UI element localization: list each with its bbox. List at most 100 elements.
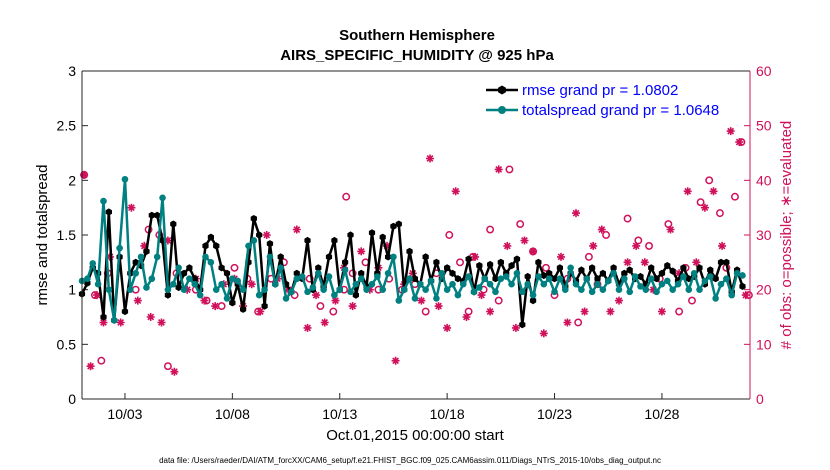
- totalspread-point: [325, 273, 333, 280]
- obs-possible-point: [456, 258, 464, 267]
- obs-possible-point: [705, 176, 714, 185]
- totalspread-point: [664, 277, 671, 285]
- rmse-point: [465, 255, 472, 263]
- totalspread-point: [717, 280, 725, 288]
- obs-evaluated-point: [292, 225, 301, 234]
- obs-evaluated-point: [580, 307, 589, 316]
- rmse-point: [648, 264, 655, 272]
- legend-box: [480, 78, 748, 124]
- totalspread-point: [739, 272, 746, 279]
- totalspread-point: [384, 269, 392, 277]
- obs-evaluated-point: [477, 291, 486, 300]
- obs-evaluated-point: [443, 323, 452, 332]
- rmse-point: [148, 211, 155, 219]
- obs-possible-point: [584, 252, 593, 261]
- obs-evaluated-point: [284, 285, 293, 294]
- totalspread-point: [105, 286, 113, 293]
- totalspread-point: [524, 280, 531, 288]
- totalspread-point: [427, 277, 435, 285]
- rmse-point: [411, 275, 418, 283]
- rmse-point: [578, 266, 585, 274]
- obs-possible-point: [715, 209, 724, 218]
- obs-possible-point: [696, 198, 705, 207]
- rmse-point: [669, 267, 676, 275]
- obs-possible-point: [342, 192, 351, 201]
- totalspread-point: [433, 295, 440, 302]
- totalspread-point: [497, 275, 505, 283]
- totalspread-point: [261, 286, 268, 293]
- totalspread-point: [588, 288, 596, 296]
- obs-evaluated-point: [247, 280, 256, 289]
- rmse-point: [476, 262, 483, 270]
- rmse-point: [546, 269, 553, 277]
- rmse-point: [685, 275, 692, 283]
- obs-evaluated-point: [262, 231, 271, 239]
- totalspread-point: [288, 288, 295, 296]
- totalspread-point: [255, 291, 263, 299]
- x-tick-label: 10/28: [644, 406, 679, 422]
- obs-evaluated-point: [312, 291, 321, 300]
- rmse-point: [535, 258, 542, 266]
- totalspread-point: [229, 275, 236, 283]
- y-axis-label: rmse and totalspread: [34, 165, 51, 306]
- totalspread-point: [357, 275, 365, 283]
- obs-evaluated-point: [511, 323, 520, 332]
- obs-evaluated-point: [623, 258, 632, 267]
- rmse-point: [712, 275, 719, 283]
- totalspread-point: [712, 295, 719, 302]
- obs-evaluated-point: [683, 187, 692, 196]
- rmse-point: [379, 233, 386, 241]
- rmse-point: [551, 275, 558, 283]
- totalspread-point: [406, 275, 413, 283]
- obs-evaluated-point: [357, 247, 366, 256]
- totalspread-point: [352, 280, 360, 288]
- obs-evaluated-point: [675, 269, 684, 278]
- y2-tick-label: 40: [756, 172, 772, 188]
- rmse-point: [331, 236, 338, 245]
- rmse-point: [186, 264, 193, 272]
- rmse-point: [524, 272, 531, 281]
- series-lines: [78, 175, 746, 329]
- obs-possible-point: [421, 307, 430, 316]
- x-tick-label: 10/13: [322, 406, 357, 422]
- y2-tick-label: 50: [756, 118, 772, 134]
- totalspread-point: [202, 253, 209, 261]
- legend-rmse-marker: [498, 85, 506, 95]
- obs-evaluated-point: [503, 241, 512, 250]
- obs-evaluated-point: [606, 307, 615, 316]
- totalspread-point: [583, 275, 591, 283]
- rmse-point: [497, 258, 504, 266]
- totalspread-point: [127, 286, 134, 293]
- totalspread-point: [701, 277, 709, 285]
- obs-evaluated-point: [146, 313, 155, 321]
- totalspread-point: [637, 283, 644, 290]
- rmse-point: [390, 222, 397, 230]
- totalspread-point: [658, 280, 666, 288]
- rmse-point: [368, 229, 376, 237]
- totalspread-point: [733, 269, 741, 277]
- totalspread-point: [110, 316, 118, 324]
- obs-evaluated-point: [391, 356, 400, 365]
- legend: rmse grand pr = 1.0802 totalspread grand…: [480, 78, 748, 124]
- obs-possible-point: [602, 231, 611, 239]
- totalspread-point: [674, 280, 682, 288]
- totalspread-point: [245, 242, 252, 250]
- y-tick-label: 2.5: [57, 118, 77, 134]
- obs-evaluated-point: [451, 187, 460, 196]
- obs-possible-point: [574, 318, 583, 327]
- rmse-point: [610, 264, 617, 272]
- totalspread-point: [706, 273, 714, 280]
- obs-evaluated-point: [741, 291, 750, 300]
- totalspread-point: [723, 275, 730, 283]
- obs-evaluated-point: [615, 296, 623, 305]
- totalspread-point: [169, 280, 177, 288]
- chart-subtitle: AIRS_SPECIFIC_HUMIDITY @ 925 hPa: [280, 47, 554, 64]
- rmse-point: [100, 313, 107, 321]
- totalspread-point: [363, 286, 370, 293]
- obs-possible-point: [486, 225, 495, 234]
- x-tick-label: 10/08: [215, 406, 250, 422]
- y-tick-label: 1.5: [57, 227, 77, 243]
- totalspread-point: [175, 264, 182, 272]
- totalspread-point: [239, 286, 247, 293]
- totalspread-point: [416, 280, 424, 288]
